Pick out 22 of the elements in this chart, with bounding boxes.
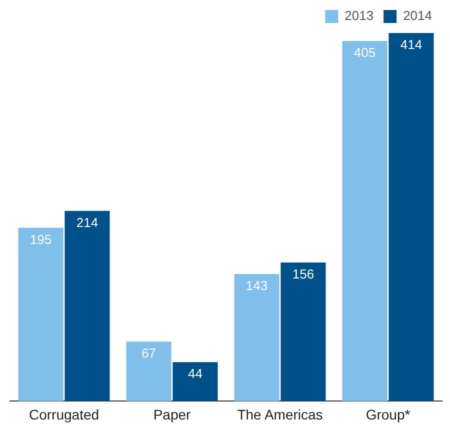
data-label: 44 (188, 366, 202, 382)
x-tick-label: Group* (366, 406, 411, 422)
bar (126, 342, 172, 402)
data-label: 195 (30, 232, 52, 247)
bar (342, 41, 388, 402)
bar (388, 33, 434, 402)
x-tick-label: The Americas (237, 406, 323, 422)
data-label: 414 (400, 37, 422, 52)
bar (280, 262, 326, 402)
bar (234, 274, 280, 402)
bar (18, 228, 64, 402)
data-label: 405 (354, 45, 376, 60)
bar (172, 362, 218, 402)
data-label: 156 (292, 266, 314, 282)
data-label: 143 (246, 278, 268, 294)
data-label: 214 (76, 214, 98, 230)
legend-label: 2013 (344, 8, 374, 24)
x-tick-label: Corrugated (28, 406, 100, 422)
x-tick-label: Paper (153, 406, 192, 422)
bar (64, 210, 110, 402)
legend-label: 2014 (403, 8, 432, 24)
data-label: 67 (142, 346, 156, 361)
